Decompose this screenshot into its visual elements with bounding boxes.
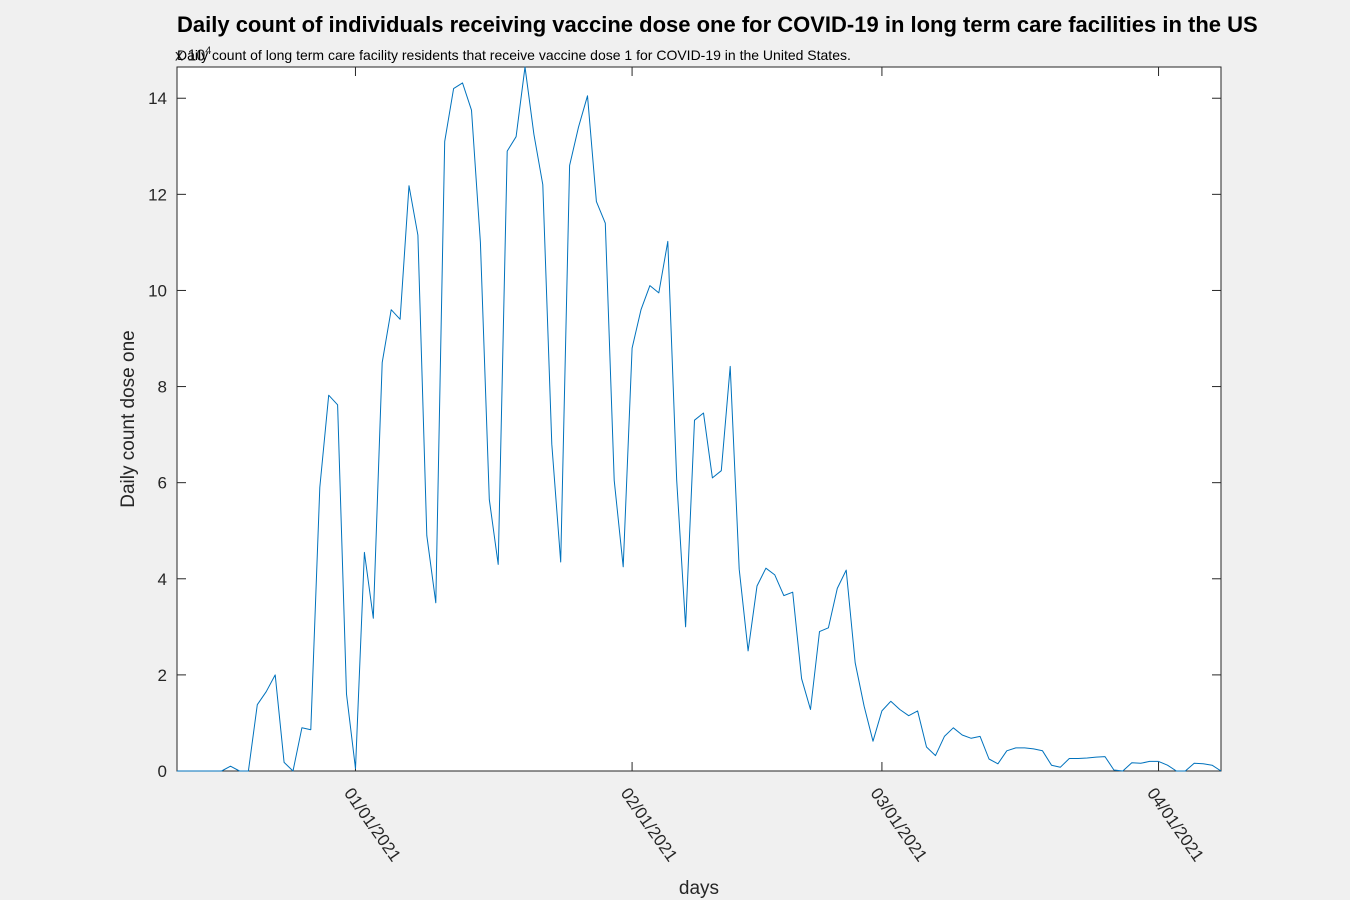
x-tick-label: 03/01/2021	[867, 784, 931, 865]
plot-area	[176, 66, 1222, 772]
x-tick-label: 04/01/2021	[1143, 784, 1207, 865]
y-exponent-label: x 104	[175, 45, 212, 65]
y-tick-label: 14	[148, 89, 167, 108]
y-tick-label: 2	[158, 666, 167, 685]
x-tick-label: 02/01/2021	[617, 784, 681, 865]
y-tick-label: 8	[158, 378, 167, 397]
y-tick-label: 4	[158, 570, 167, 589]
chart-subtitle: Daily count of long term care facility r…	[177, 47, 851, 63]
y-tick-label: 12	[148, 185, 167, 204]
y-axis-label: Daily count dose one	[118, 330, 139, 507]
y-tick-label: 10	[148, 281, 167, 300]
y-tick-label: 0	[158, 762, 167, 781]
x-tick-label: 01/01/2021	[340, 784, 404, 865]
series-line	[177, 66, 1222, 772]
y-tick-label: 6	[158, 474, 167, 493]
chart-title: Daily count of individuals receiving vac…	[177, 12, 1258, 37]
x-axis-label: days	[679, 878, 719, 899]
